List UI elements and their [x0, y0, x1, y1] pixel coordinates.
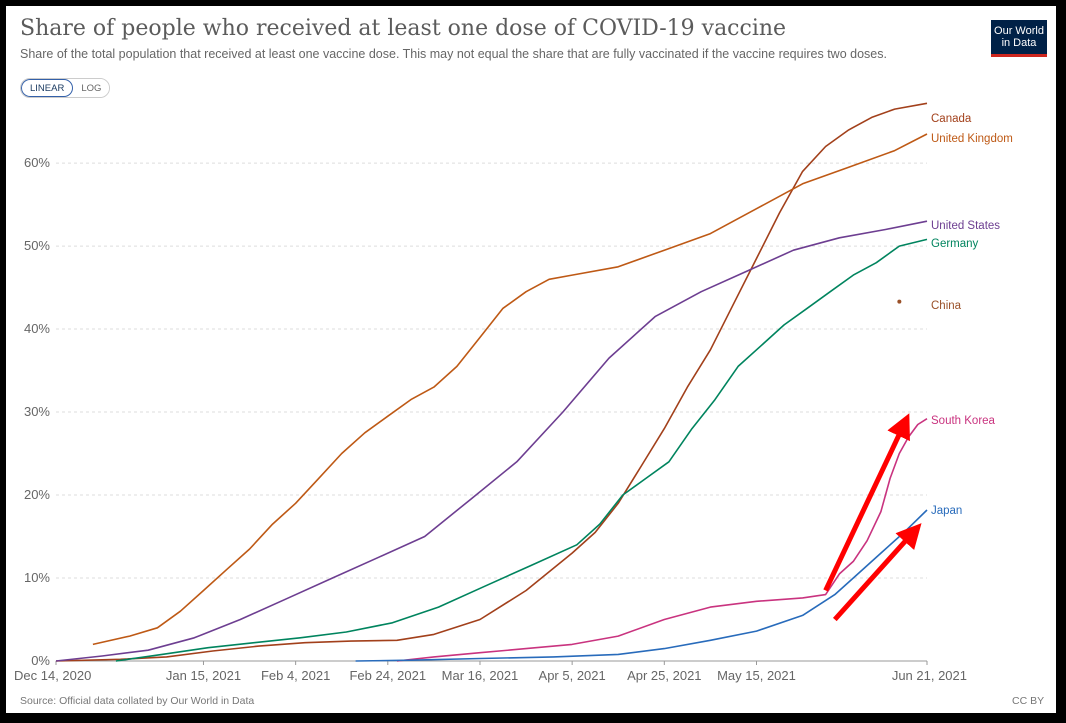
grid-lines	[56, 162, 927, 662]
x-tick-label: Mar 16, 2021	[442, 668, 519, 683]
red-arrow-2	[832, 523, 922, 622]
china-label: China	[931, 300, 962, 312]
y-tick-label: 0%	[31, 653, 50, 668]
united-states-line	[55, 220, 928, 662]
germany-line	[115, 238, 928, 662]
chart-subtitle: Share of the total population that recei…	[20, 47, 887, 61]
japan-label: Japan	[931, 505, 962, 517]
y-tick-label: 10%	[24, 570, 50, 585]
china-point	[897, 299, 902, 304]
x-tick-label: Feb 4, 2021	[261, 668, 330, 683]
y-tick-label: 60%	[24, 155, 50, 170]
annotations	[823, 413, 922, 622]
canada-label: Canada	[931, 113, 972, 125]
x-tick-label: Apr 5, 2021	[539, 668, 606, 683]
united-kingdom-line	[92, 133, 928, 646]
japan-line	[355, 509, 928, 662]
y-tick-label: 50%	[24, 238, 50, 253]
y-tick-label: 30%	[24, 404, 50, 419]
logo-line-1: Our World	[994, 25, 1044, 37]
series-group	[55, 102, 928, 662]
x-tick-label: Apr 25, 2021	[627, 668, 701, 683]
source-note: Source: Official data collated by Our Wo…	[20, 695, 255, 707]
y-tick-label: 40%	[24, 321, 50, 336]
y-tick-label: 20%	[24, 487, 50, 502]
x-axis: Dec 14, 2020 Jan 15, 2021 Feb 4, 2021 Feb 2…	[14, 661, 967, 683]
owid-logo[interactable]: Our World in Data	[991, 20, 1047, 57]
license-link[interactable]: CC BY	[1012, 695, 1045, 707]
united-states-label: United States	[931, 220, 1000, 232]
x-tick-label: Dec 14, 2020	[14, 668, 91, 683]
chart-title: Share of people who received at least on…	[20, 16, 787, 41]
chart-card: Share of people who received at least on…	[6, 6, 1056, 713]
germany-label: Germany	[931, 238, 979, 250]
south-korea-line	[396, 418, 928, 662]
linear-scale-button[interactable]: LINEAR	[21, 79, 74, 97]
red-arrow-1	[823, 413, 910, 592]
canada-line	[55, 102, 928, 662]
series-labels: Canada United Kingdom United States Germany…	[931, 113, 1013, 517]
logo-line-2: in Data	[1001, 37, 1037, 49]
x-tick-label: Jan 15, 2021	[166, 668, 241, 683]
log-scale-button[interactable]: LOG	[73, 79, 110, 97]
south-korea-label: South Korea	[931, 415, 996, 427]
x-tick-label: Feb 24, 2021	[349, 668, 426, 683]
x-tick-label: Jun 21, 2021	[892, 668, 967, 683]
scale-toggle: LINEAR LOG	[20, 78, 111, 98]
x-tick-label: May 15, 2021	[717, 668, 796, 683]
united-kingdom-label: United Kingdom	[931, 133, 1013, 145]
y-axis: 0% 10% 20% 30% 40% 50% 60%	[24, 155, 50, 668]
